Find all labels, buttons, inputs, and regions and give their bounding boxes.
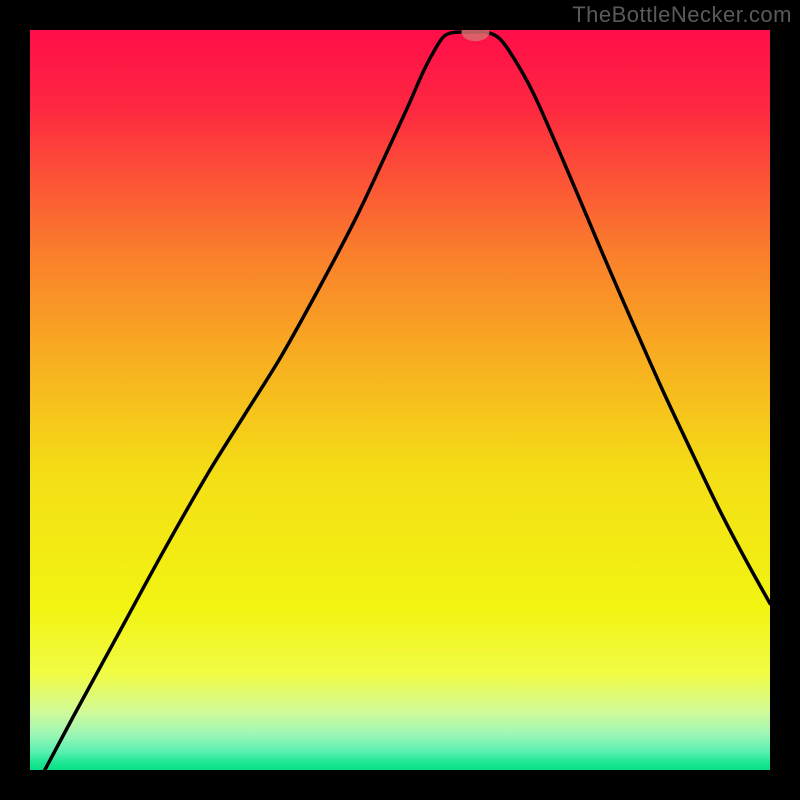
bottleneck-chart: [0, 0, 800, 800]
watermark-label: TheBottleNecker.com: [572, 2, 792, 28]
chart-container: TheBottleNecker.com: [0, 0, 800, 800]
plot-background-gradient: [30, 30, 770, 770]
